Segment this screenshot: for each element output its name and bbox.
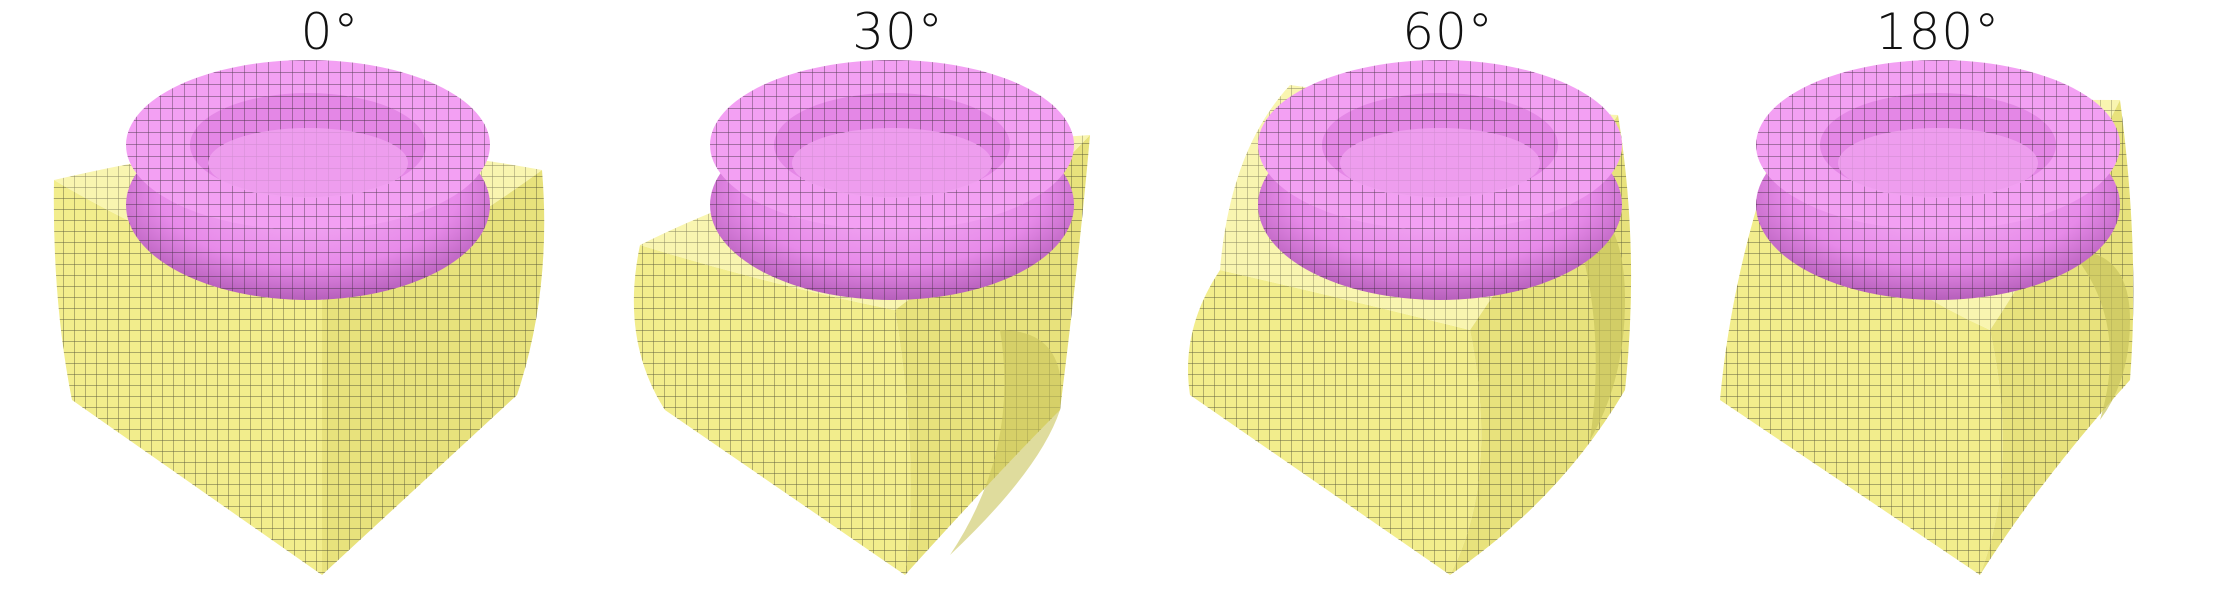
panel-60deg: 60° xyxy=(1170,0,1726,610)
panel-title: 60° xyxy=(1402,3,1494,61)
mesh-figure xyxy=(633,60,1090,575)
panel-title: 180° xyxy=(1875,3,2001,61)
panel-180deg: 180° xyxy=(1660,0,2216,610)
mesh-figure xyxy=(1188,60,1632,575)
mesh-figure xyxy=(1720,60,2134,575)
panel-title: 0° xyxy=(300,3,360,61)
panel-0deg: 0° xyxy=(52,0,608,610)
mesh-figure xyxy=(53,60,545,575)
panel-title: 30° xyxy=(852,3,944,61)
panel-30deg: 30° xyxy=(620,0,1176,610)
